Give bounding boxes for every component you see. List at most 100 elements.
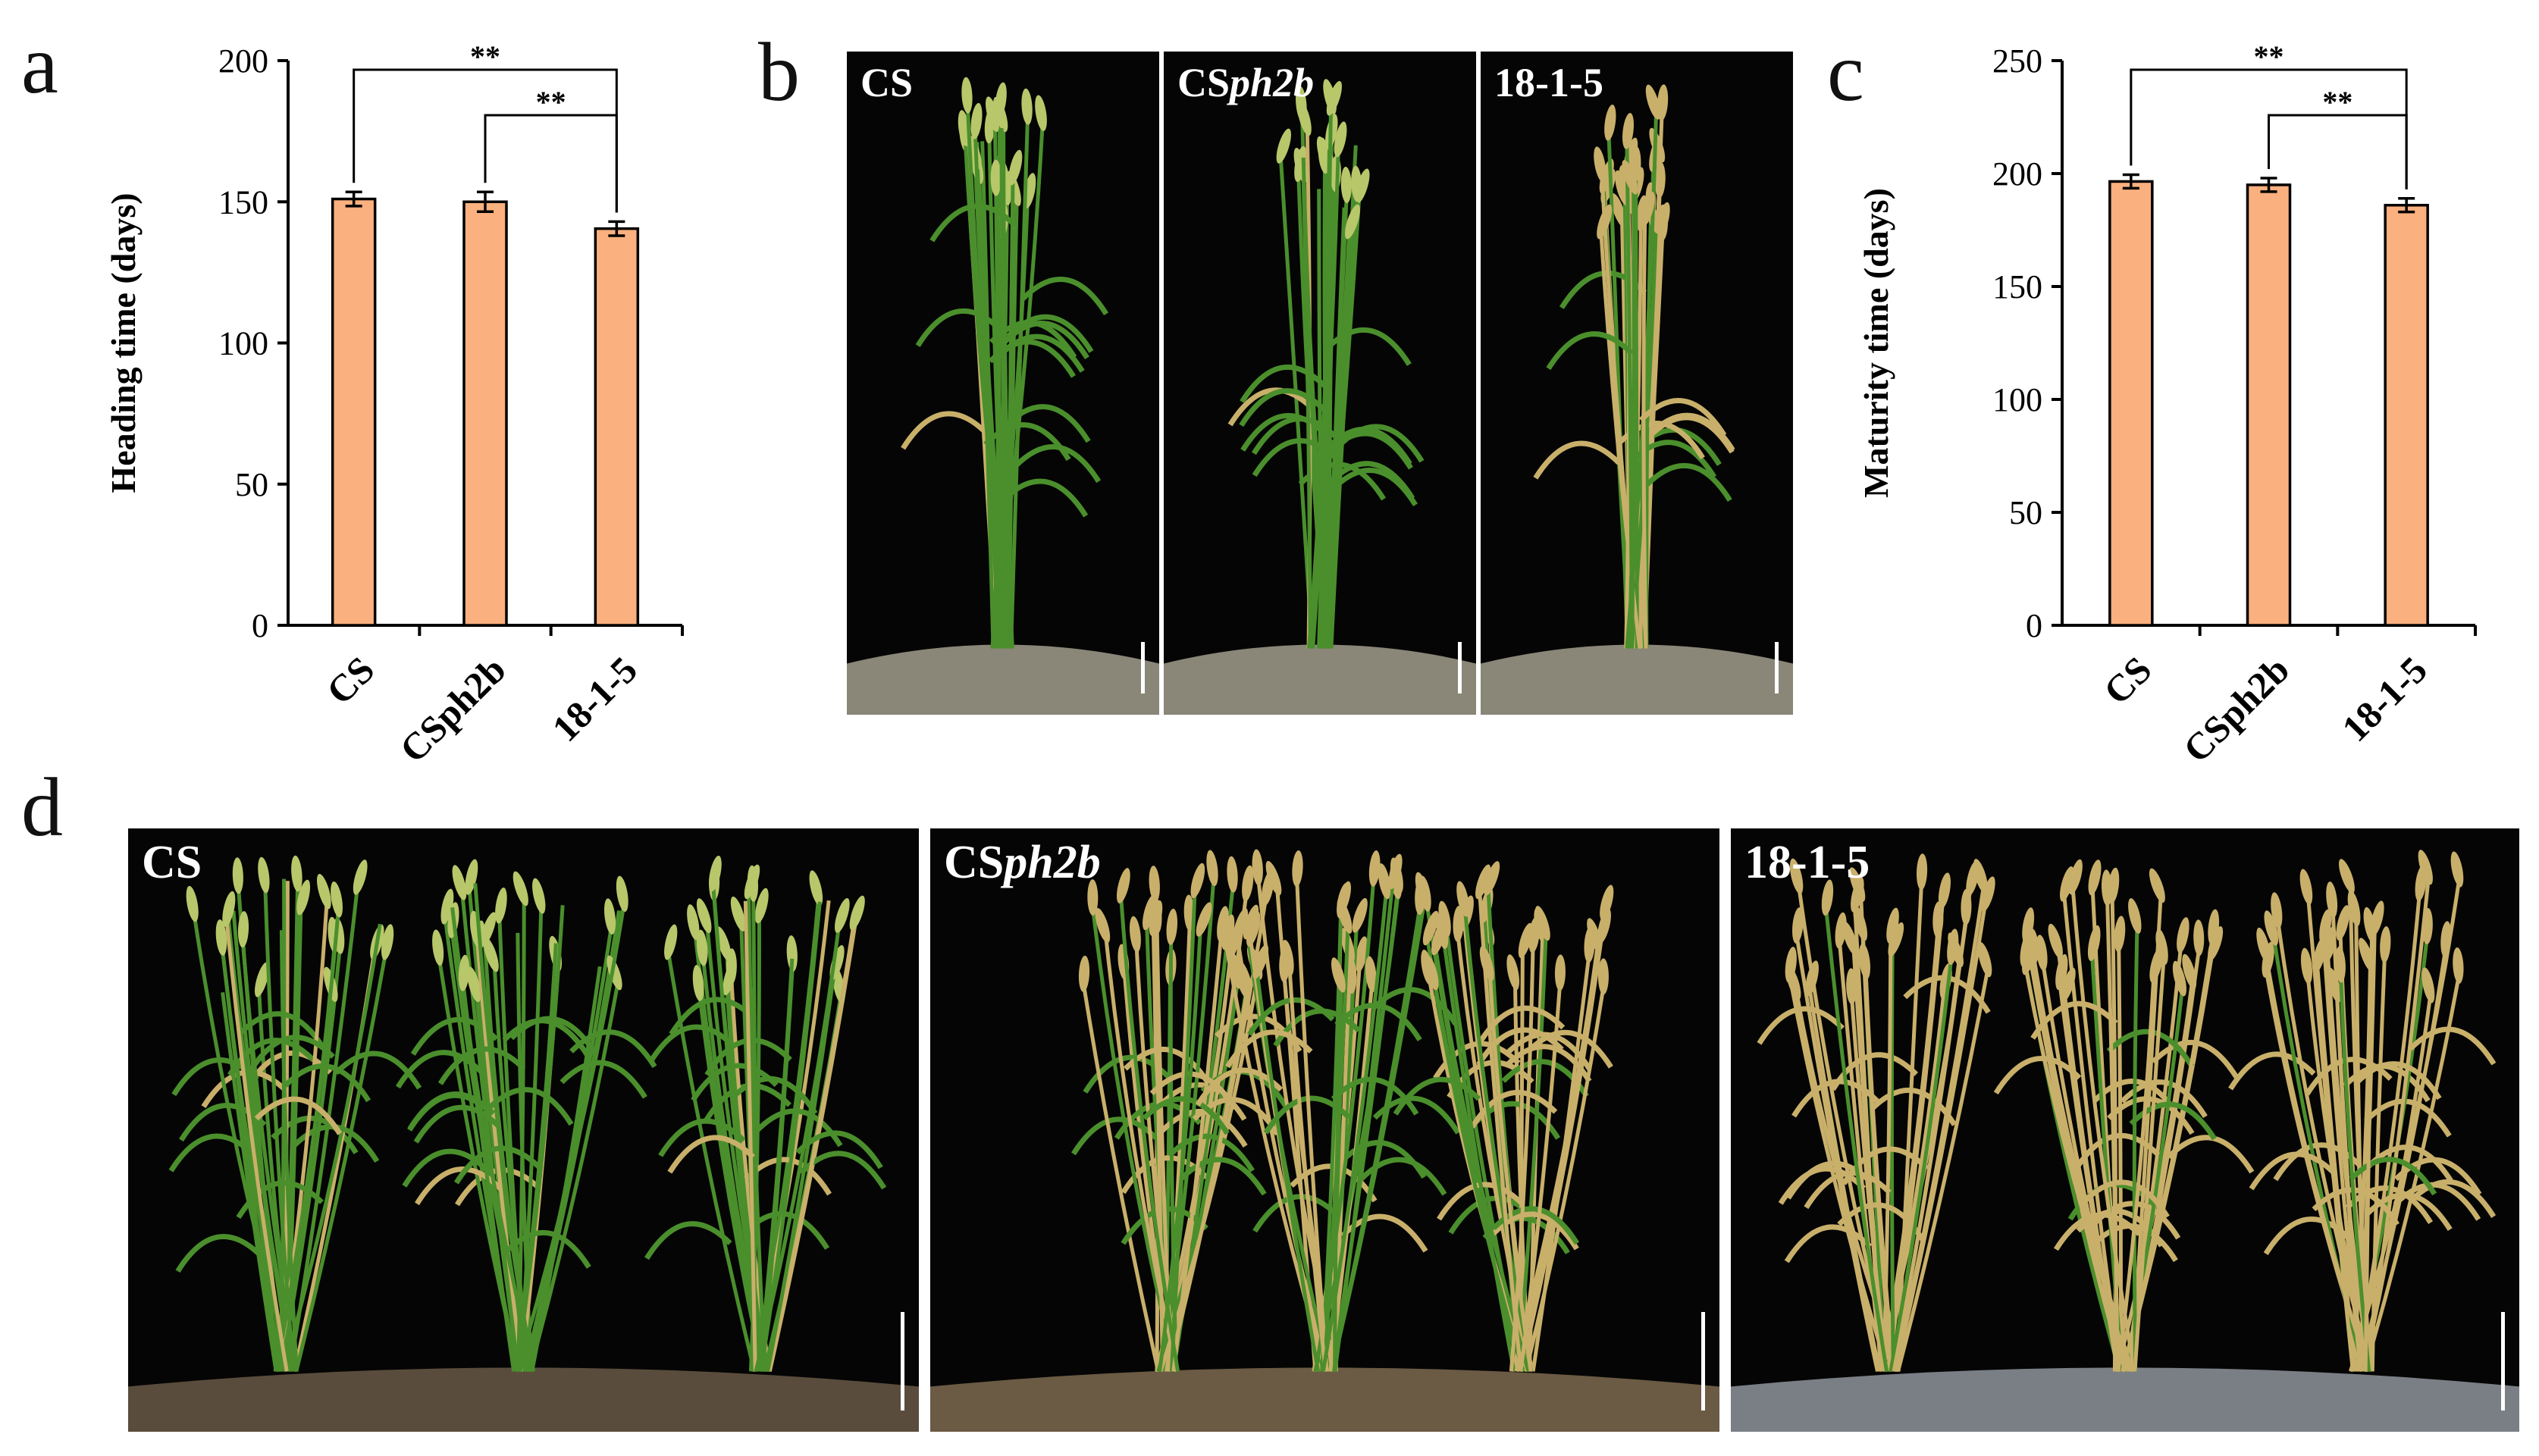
leaf	[1469, 1090, 1558, 1129]
wheat-spike	[452, 865, 467, 900]
wheat-spike	[1961, 888, 1972, 925]
soil	[128, 1367, 919, 1432]
wheat-spike	[1337, 898, 1353, 934]
stem	[1434, 947, 1531, 1373]
wheat-spike	[1087, 879, 1099, 916]
wheat-spike	[2128, 898, 2142, 934]
stem	[1487, 973, 1533, 1372]
wheat-spike	[432, 929, 444, 966]
wheat-spike	[1654, 161, 1666, 199]
leaf	[2408, 1026, 2497, 1066]
wheat-spike	[1021, 88, 1033, 125]
wheat-spike	[1641, 192, 1655, 227]
wheat-spike	[607, 955, 622, 991]
leaf	[2365, 1192, 2453, 1232]
soil	[1164, 644, 1476, 715]
leaf	[729, 1076, 818, 1115]
stem	[515, 903, 626, 1373]
stem	[766, 922, 856, 1372]
wheat-spike	[1368, 850, 1381, 887]
genotype-prefix: CS	[1177, 60, 1230, 105]
wheat-spike	[835, 897, 850, 933]
wheat-spike	[1886, 907, 1899, 944]
panel-label-d: d	[21, 761, 63, 853]
stem	[2264, 955, 2371, 1373]
leaf	[1247, 997, 1335, 1036]
leaf	[1324, 327, 1412, 366]
wheat-spike	[1431, 920, 1447, 956]
wheat-spike	[1422, 910, 1439, 946]
leaf	[453, 1145, 542, 1185]
wheat-spike	[2299, 869, 2313, 905]
wheat-spike	[1355, 936, 1368, 972]
leaf	[560, 1060, 647, 1099]
wheat-spike	[1242, 865, 1254, 902]
wheat-spike	[603, 898, 616, 935]
stem	[1081, 984, 1161, 1372]
y-tick-label: 200	[1992, 155, 2042, 193]
stem	[1119, 895, 1180, 1372]
stem	[1295, 878, 1329, 1372]
wheat-spike	[1456, 881, 1469, 917]
soil	[847, 644, 1159, 715]
wheat-spike	[2172, 960, 2186, 997]
wheat-spike	[1534, 906, 1550, 941]
stem	[1314, 878, 1376, 1372]
leaf	[1476, 1027, 1564, 1066]
plant-photo: CS	[847, 52, 1159, 715]
wheat-spike	[1252, 849, 1263, 886]
wheat-spike	[291, 855, 302, 892]
wheat-spike	[1584, 926, 1595, 963]
wheat-spike	[1276, 128, 1291, 164]
wheat-spike	[2068, 859, 2083, 895]
wheat-spike	[1858, 943, 1870, 980]
wheat-spike	[1980, 876, 1995, 912]
leaf	[413, 1104, 502, 1144]
wheat-spike	[2060, 866, 2074, 902]
y-tick-label: 100	[1992, 381, 2042, 418]
wheat-spike	[2339, 859, 2355, 894]
wheat-spike	[1196, 902, 1212, 937]
wheat-spike	[2193, 919, 2205, 957]
stem	[666, 952, 757, 1372]
wheat-spike	[2453, 947, 2464, 984]
wheat-spike	[2048, 923, 2063, 959]
wheat-spike	[186, 885, 199, 922]
bar	[2108, 180, 2154, 627]
stem	[1864, 972, 1896, 1372]
wheat-spike	[1821, 879, 1834, 916]
leaf	[171, 1057, 259, 1097]
wheat-spike	[2363, 906, 2377, 944]
wheat-spike	[1948, 932, 1964, 967]
stem	[1849, 997, 1889, 1372]
panel-label-b: b	[758, 26, 800, 118]
wheat-spike	[1610, 193, 1627, 228]
wheat-spike	[381, 924, 394, 960]
stem	[1104, 935, 1180, 1372]
leaf	[1167, 1133, 1255, 1173]
leaf	[1644, 463, 1732, 502]
leaf	[1784, 1224, 1873, 1263]
wheat-spike	[716, 926, 732, 961]
soil	[1731, 1367, 2519, 1432]
stem	[1893, 886, 1986, 1372]
significance-label: **	[470, 39, 500, 74]
leaf	[1179, 1157, 1267, 1196]
leaf	[2364, 1098, 2452, 1138]
plant-illustration	[128, 855, 919, 1432]
leaf	[1239, 388, 1327, 427]
leaf	[644, 1221, 732, 1260]
wheat-spike	[1233, 908, 1249, 944]
genotype-prefix: 18-1-5	[1744, 837, 1870, 888]
leaf	[2349, 1157, 2437, 1196]
wheat-spike	[258, 856, 270, 894]
wheat-spike	[1365, 956, 1377, 993]
y-tick-label: 150	[1992, 268, 2042, 305]
wheat-spike	[1206, 850, 1218, 887]
leaf	[1830, 1052, 1919, 1091]
stem	[530, 966, 602, 1372]
leaf	[2305, 1057, 2393, 1096]
wheat-spike	[1597, 908, 1611, 944]
leaf	[1647, 415, 1735, 454]
plant-photo: CSph2b	[930, 828, 1719, 1432]
